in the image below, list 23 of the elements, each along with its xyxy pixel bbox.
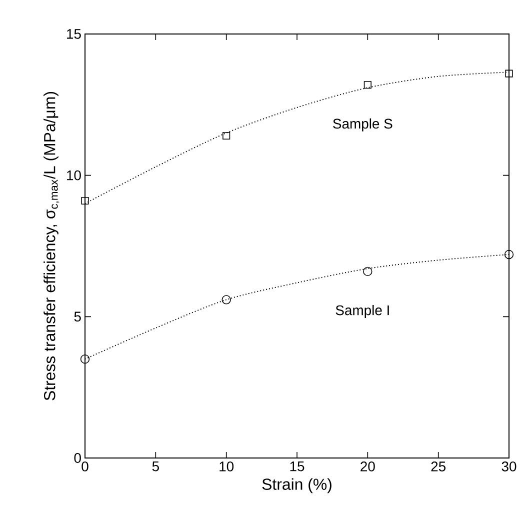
point — [222, 132, 230, 140]
x-tick-label: 10 — [220, 462, 234, 472]
x-tick-label: 15 — [290, 462, 304, 472]
y-tick-label: 15 — [67, 29, 81, 39]
point — [222, 295, 231, 304]
point — [505, 70, 513, 78]
point — [504, 250, 514, 260]
x-tick-label: 5 — [152, 462, 159, 472]
y-tick-label: 0 — [74, 453, 81, 463]
point — [364, 81, 372, 89]
x-tick-label: 30 — [502, 462, 516, 472]
x-axis-title: Strain (%) — [262, 478, 332, 494]
x-tick-label: 20 — [360, 462, 375, 472]
x-tick-label: 25 — [431, 462, 446, 472]
point — [363, 266, 372, 276]
y-axis-title: Stress transfer efficiency, σ$_{c,max}$/L (MPa/μm) — [44, 92, 60, 400]
text: Sample I — [336, 304, 389, 318]
y-tick-label: 10 — [67, 170, 81, 180]
x-tick-label: 0 — [82, 462, 88, 472]
point — [80, 354, 90, 364]
text: Sample S — [333, 118, 392, 132]
point — [81, 196, 89, 205]
y-tick-label: 5 — [74, 312, 81, 322]
